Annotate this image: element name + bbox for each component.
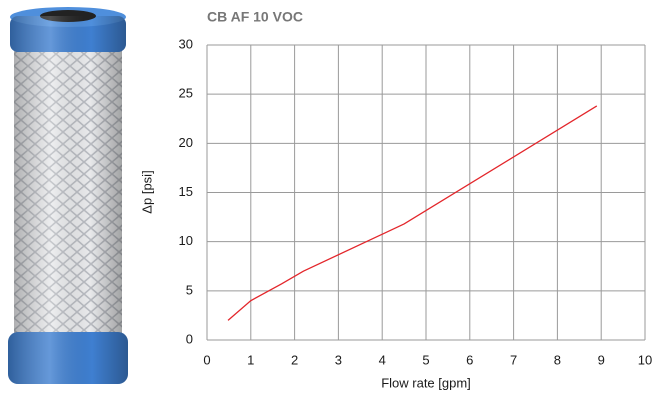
y-tick-label: 20 [179, 135, 193, 150]
y-tick-label: 5 [186, 282, 193, 297]
y-axis-label: Δp [psi] [139, 170, 154, 213]
x-tick-label: 6 [466, 352, 473, 367]
x-tick-label: 9 [598, 352, 605, 367]
x-tick-label: 2 [291, 352, 298, 367]
x-tick-label: 7 [510, 352, 517, 367]
chart-title: CB AF 10 VOC [207, 9, 303, 25]
x-tick-label: 5 [422, 352, 429, 367]
y-tick-label: 0 [186, 331, 193, 346]
x-tick-label: 4 [379, 352, 386, 367]
chart: CB AF 10 VOC Flow rate [gpm] Δp [psi] 0 5… [139, 9, 652, 391]
data-line [227, 105, 598, 321]
x-tick-label: 3 [335, 352, 342, 367]
x-tick-label: 0 [203, 352, 210, 367]
x-tick-label: 10 [638, 352, 652, 367]
filter-cartridge-image [8, 7, 128, 384]
x-axis-label: Flow rate [gpm] [381, 375, 471, 390]
x-tick-label: 1 [247, 352, 254, 367]
y-tick-label: 30 [179, 36, 193, 51]
y-tick-label: 25 [179, 86, 193, 101]
y-tick-label: 15 [179, 184, 193, 199]
x-tick-label: 8 [554, 352, 561, 367]
y-tick-label: 10 [179, 233, 193, 248]
